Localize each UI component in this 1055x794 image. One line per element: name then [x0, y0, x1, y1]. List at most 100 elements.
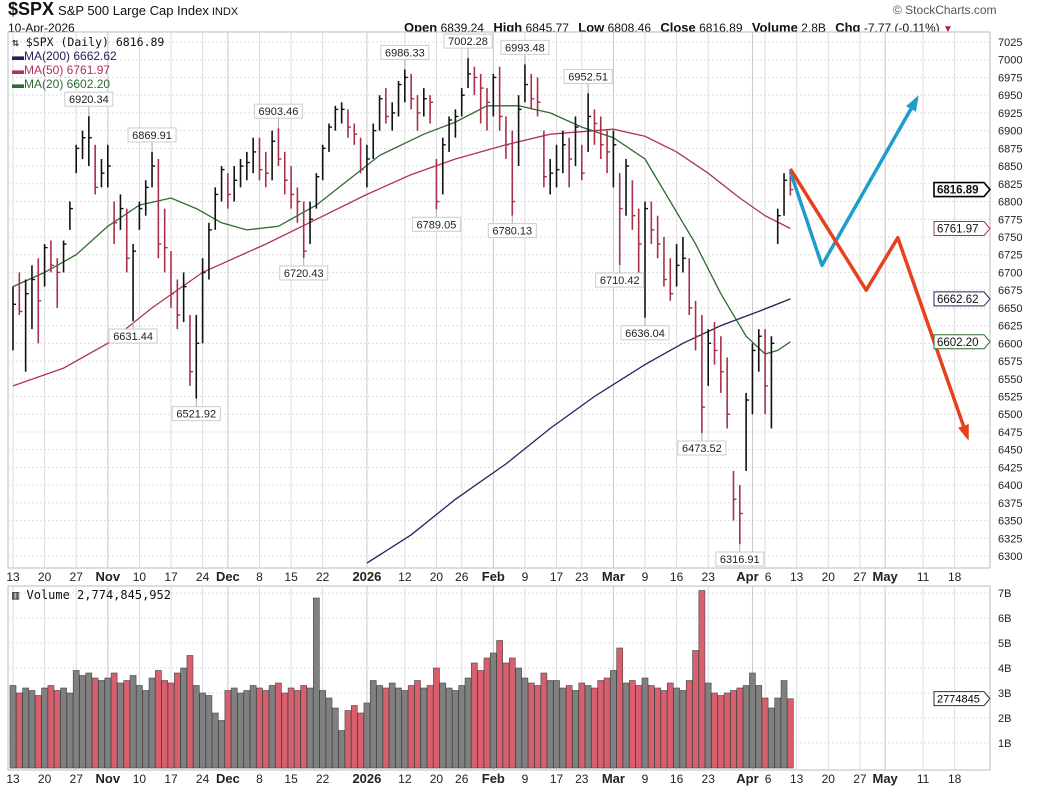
volume-bar: [249, 685, 257, 769]
volume-bar: [382, 687, 390, 769]
volume-bar: [698, 590, 706, 769]
ticker: $SPX: [8, 0, 55, 19]
date-tick-label: Apr: [736, 569, 758, 584]
value-label-box: [108, 328, 158, 344]
volume-bar: [262, 690, 270, 769]
price-value-tag: [933, 181, 992, 198]
volume-bar: [192, 685, 200, 769]
value-label: 6720.43: [284, 268, 324, 280]
volume-bar: [490, 652, 497, 769]
volume-bar: [325, 697, 333, 769]
value-label-box: [64, 91, 114, 107]
symbol-title: $SPX S&P 500 Large Cap Index INDX: [8, 0, 238, 22]
price-bars-icon: ⇅: [12, 35, 19, 49]
volume-bar: [559, 687, 567, 769]
annotation-arrow-line: [788, 97, 919, 268]
volume-bar: [47, 685, 55, 769]
volume-bar: [540, 672, 548, 769]
date-tick-label: 23: [575, 570, 589, 584]
legend-ma20: ▬MA(20) 6602.20: [12, 77, 164, 91]
volume-bar: [338, 730, 345, 769]
volume-bar: [553, 680, 560, 769]
volume-bar: [350, 705, 358, 769]
volume-bar: [515, 667, 522, 769]
volume-bar: [332, 707, 339, 769]
date-tick-label: Feb: [482, 771, 505, 786]
chg-label: Chg: [835, 20, 861, 35]
volume-bar: [704, 682, 712, 769]
price-tick-label: 6425: [998, 462, 1022, 474]
volume-bar: [34, 695, 42, 769]
volume-legend: ▥ Volume 2,774,845,952: [12, 588, 171, 602]
volume-bar: [275, 682, 282, 769]
volume-bar: [41, 687, 48, 769]
volume-bar: [521, 677, 529, 769]
volume-tick-label: 6B: [998, 613, 1011, 625]
volume-bar: [679, 690, 687, 769]
value-label: 6636.04: [625, 328, 665, 340]
volume-bar: [597, 680, 605, 769]
value-label: 6710.42: [600, 275, 640, 287]
value-label: 7002.28: [448, 36, 488, 48]
volume-bar: [711, 692, 718, 769]
date-tick-label: Dec: [216, 569, 240, 584]
value-label-box: [127, 127, 177, 143]
low-label: Low: [578, 20, 605, 35]
volume-bar: [79, 675, 86, 769]
price-tick-label: 6775: [998, 214, 1022, 226]
volume-bar: [534, 685, 541, 769]
date-tick-label: 22: [316, 570, 330, 584]
volume-bar: [407, 685, 415, 769]
volume-bar: [458, 685, 466, 769]
value-label: 6952.51: [568, 71, 608, 83]
legend-ma50-text: MA(50) 6761.97: [24, 63, 111, 77]
ma200-line: [366, 298, 791, 564]
volume-bar: [167, 682, 175, 769]
value-label: 6316.91: [720, 554, 760, 566]
volume-bar: [161, 680, 168, 769]
arrowhead-icon: [958, 423, 969, 441]
date-tick-label: 16: [670, 772, 684, 786]
price-tick-label: 6950: [998, 90, 1022, 102]
volume-bar: [641, 677, 649, 769]
price-tick-label: 7025: [998, 37, 1022, 49]
volume-bar: [749, 672, 756, 769]
date-tick-label: 9: [522, 570, 529, 584]
price-tick-label: 6450: [998, 445, 1022, 457]
volume-bar: [420, 687, 428, 769]
volume-bar: [186, 655, 194, 769]
date-tick-label: 17: [164, 570, 178, 584]
volume-bar: [294, 690, 301, 769]
volume-bar: [464, 677, 472, 769]
price-tick-label: 6575: [998, 356, 1022, 368]
volume-bar: [717, 695, 725, 769]
volume-bars-icon: ▥: [12, 588, 20, 602]
date-tick-label: 23: [702, 772, 716, 786]
price-tick-label: 6325: [998, 533, 1022, 545]
date-tick-label: 17: [550, 570, 564, 584]
volume-bar: [148, 677, 156, 769]
line-swatch-icon: ▬: [12, 63, 24, 77]
volume-bar: [180, 667, 187, 769]
value-label-box: [443, 33, 493, 49]
date-tick-label: 13: [6, 570, 20, 584]
volume-bar: [616, 647, 624, 769]
value-label-box: [487, 223, 537, 239]
volume-bar: [243, 690, 251, 769]
close-label: Close: [660, 20, 696, 35]
volume-bar: [123, 680, 131, 769]
volume-bar: [117, 682, 124, 769]
date-tick-label: 12: [398, 772, 412, 786]
volume-bar: [755, 685, 763, 769]
line-swatch-icon: ▬: [12, 49, 24, 63]
volume-bar: [768, 707, 775, 769]
arrowhead-icon: [906, 95, 919, 112]
volume-bar: [136, 685, 143, 769]
price-tick-label: 6875: [998, 143, 1022, 155]
volume-bar: [388, 682, 396, 769]
triangle-down-icon: ▼: [943, 24, 953, 35]
value-label-box: [411, 216, 461, 232]
legend-ma200-text: MA(200) 6662.62: [24, 49, 117, 63]
value-label-box: [279, 265, 329, 281]
